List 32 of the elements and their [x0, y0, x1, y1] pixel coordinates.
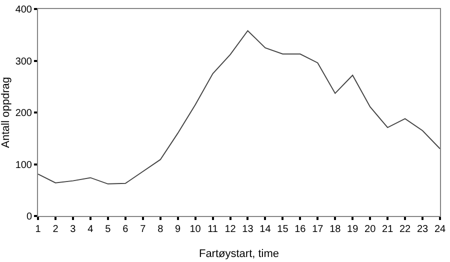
x-tick-label: 24 — [434, 224, 446, 235]
x-tick-label: 9 — [175, 224, 182, 235]
x-tick-label: 7 — [140, 224, 146, 235]
y-tick-label: 200 — [15, 108, 32, 119]
x-tick-label: 12 — [224, 224, 236, 235]
x-tick-label: 2 — [52, 224, 59, 235]
x-tick-label: 13 — [242, 224, 254, 235]
x-tick-label: 22 — [399, 224, 412, 235]
x-tick-label: 19 — [347, 224, 359, 235]
line-series — [38, 30, 440, 184]
x-tick-label: 10 — [190, 224, 202, 235]
x-tick-label: 20 — [364, 224, 376, 235]
x-tick-label: 15 — [277, 224, 289, 235]
y-tick-label: 300 — [15, 56, 32, 68]
y-axis-title: Antall oppdrag — [0, 77, 12, 148]
x-tick-label: 1 — [35, 224, 42, 235]
x-tick-label: 6 — [122, 224, 129, 235]
x-axis-title: Fartøystart, time — [198, 248, 280, 260]
x-tick-label: 11 — [208, 224, 218, 235]
y-tick-label: 0 — [26, 212, 32, 222]
x-tick-label: 4 — [88, 224, 94, 235]
x-tick-label: 18 — [330, 224, 342, 235]
x-tick-label: 5 — [105, 224, 112, 235]
x-tick-label: 16 — [294, 224, 306, 235]
x-tick-label: 23 — [416, 224, 429, 235]
x-tick-label: 8 — [158, 224, 164, 235]
x-tick-label: 14 — [260, 224, 272, 235]
x-tick-label: 3 — [70, 224, 76, 235]
x-tick-label: 17 — [312, 224, 324, 235]
x-tick-label: 21 — [382, 224, 394, 235]
y-tick-label: 100 — [15, 160, 32, 171]
y-tick-label: 400 — [15, 4, 32, 16]
